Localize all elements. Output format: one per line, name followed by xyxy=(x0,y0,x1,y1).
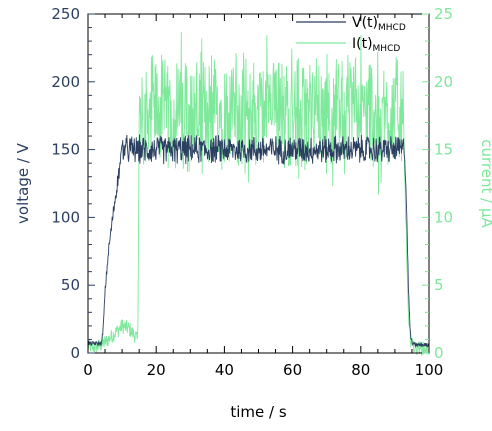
x-axis-label: time / s xyxy=(230,403,286,421)
y-axis-left: 0 50 100 150 200 250 xyxy=(51,5,95,362)
y-right-tick-label: 15 xyxy=(434,141,453,159)
y-right-tick-label: 5 xyxy=(434,276,444,294)
y-left-tick-label: 100 xyxy=(51,208,80,226)
y-left-tick-label: 150 xyxy=(51,141,80,159)
y-left-tick-label: 250 xyxy=(51,5,80,23)
y-axis-right: 0 5 10 15 20 25 xyxy=(422,5,453,362)
y-right-tick-label: 20 xyxy=(434,73,453,91)
x-tick-label: 60 xyxy=(283,361,302,379)
voltage-series-layer xyxy=(87,134,430,348)
series-current-line xyxy=(87,31,430,357)
series-voltage-line xyxy=(87,134,430,348)
x-axis: 0 20 40 60 80 100 xyxy=(83,14,443,379)
current-series-layer xyxy=(87,31,430,357)
y-left-tick-label: 200 xyxy=(51,73,80,91)
legend-voltage-label: V(t)MHCD xyxy=(352,15,406,33)
x-tick-label: 20 xyxy=(147,361,166,379)
y-axis-right-label: current / µA xyxy=(478,139,492,228)
y-left-tick-label: 50 xyxy=(61,276,80,294)
x-tick-label: 80 xyxy=(351,361,370,379)
legend-voltage-subscript: MHCD xyxy=(378,23,406,33)
legend-current-label: I(t)MHCD xyxy=(352,36,400,54)
y-axis-left-label: voltage / V xyxy=(14,142,32,224)
legend: V(t)MHCD I(t)MHCD xyxy=(296,15,406,54)
legend-current-subscript: MHCD xyxy=(373,44,401,54)
legend-voltage-name: V(t) xyxy=(352,15,378,31)
x-tick-label: 40 xyxy=(215,361,234,379)
y-right-tick-label: 0 xyxy=(434,344,444,362)
y-left-tick-label: 0 xyxy=(70,344,80,362)
legend-current-name: I(t) xyxy=(352,36,373,52)
y-right-tick-label: 25 xyxy=(434,5,453,23)
x-tick-label: 0 xyxy=(83,361,93,379)
y-right-tick-label: 10 xyxy=(434,208,453,226)
x-tick-label: 100 xyxy=(415,361,444,379)
